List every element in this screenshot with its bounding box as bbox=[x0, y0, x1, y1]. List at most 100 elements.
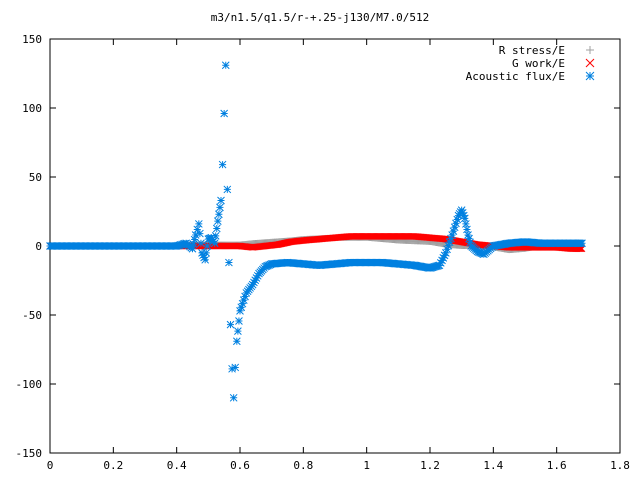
data-point bbox=[190, 235, 199, 244]
data-point bbox=[209, 237, 218, 246]
x-tick-label: 0 bbox=[47, 459, 54, 472]
data-point bbox=[439, 254, 448, 262]
data-point bbox=[231, 363, 240, 372]
data-point bbox=[223, 185, 232, 194]
data-point bbox=[435, 261, 444, 270]
x-tick-label: 1.8 bbox=[610, 459, 630, 472]
x-tick-label: 1.2 bbox=[420, 459, 440, 472]
data-point bbox=[463, 225, 471, 234]
data-point bbox=[441, 249, 450, 257]
data-point bbox=[457, 206, 466, 214]
legend-label: R stress/E bbox=[499, 44, 565, 57]
y-tick-label: -50 bbox=[22, 309, 42, 322]
data-point bbox=[211, 232, 220, 240]
data-point bbox=[234, 327, 242, 335]
y-tick-label: 100 bbox=[22, 102, 42, 115]
data-point bbox=[477, 249, 486, 258]
data-point bbox=[459, 211, 468, 220]
data-point bbox=[196, 229, 204, 238]
legend-marker bbox=[585, 71, 595, 81]
data-point bbox=[236, 307, 244, 315]
data-point bbox=[476, 248, 484, 257]
axes: 0 0.2 0.4 0.6 0.8 1 1.2 1.4 1.6 1.8 -150 -100 -50 0 50… bbox=[16, 33, 630, 472]
data-point bbox=[250, 278, 258, 287]
data-point bbox=[454, 211, 463, 220]
x-tick-label: 0.6 bbox=[230, 459, 250, 472]
data-point bbox=[226, 320, 235, 329]
data-point bbox=[465, 234, 473, 243]
legend-marker bbox=[586, 46, 594, 54]
data-point bbox=[239, 296, 248, 304]
data-point bbox=[450, 223, 459, 232]
data-point bbox=[193, 225, 202, 234]
data-point bbox=[478, 249, 487, 258]
data-point bbox=[248, 280, 257, 289]
data-point bbox=[252, 274, 261, 282]
y-tick-label: -150 bbox=[16, 447, 43, 460]
data-point bbox=[452, 219, 460, 228]
x-tick-label: 1.4 bbox=[483, 459, 503, 472]
data-point bbox=[198, 249, 206, 257]
data-point bbox=[251, 276, 260, 285]
data-point bbox=[188, 244, 197, 253]
legend-label: Acoustic flux/E bbox=[466, 70, 565, 83]
legend-marker bbox=[585, 58, 595, 68]
data-point bbox=[445, 238, 454, 246]
data-point bbox=[216, 203, 224, 212]
data-point bbox=[217, 196, 225, 205]
data-point bbox=[220, 109, 229, 118]
data-point bbox=[238, 299, 247, 308]
data-point bbox=[466, 238, 474, 247]
data-point bbox=[462, 220, 470, 228]
y-tick-label: 0 bbox=[35, 240, 42, 253]
legend-label: G work/E bbox=[512, 57, 565, 70]
data-point bbox=[443, 245, 451, 254]
data-point bbox=[202, 249, 211, 257]
x-tick-label: 0.8 bbox=[293, 459, 313, 472]
data-point bbox=[438, 256, 446, 265]
x-tick-label: 0.4 bbox=[167, 459, 187, 472]
x-tick-label: 0.2 bbox=[103, 459, 123, 472]
data-point bbox=[241, 292, 249, 301]
data-point bbox=[200, 253, 208, 262]
data-point bbox=[213, 217, 222, 226]
data-point bbox=[232, 337, 241, 346]
data-point bbox=[453, 215, 462, 224]
x-tick-label: 1 bbox=[363, 459, 370, 472]
data-point bbox=[458, 209, 467, 217]
data-point bbox=[218, 160, 227, 169]
data-point bbox=[197, 239, 205, 248]
data-point bbox=[261, 262, 270, 271]
data-point bbox=[189, 240, 198, 249]
data-point bbox=[444, 241, 453, 250]
data-point bbox=[237, 303, 246, 312]
series-layer bbox=[46, 61, 586, 402]
data-point bbox=[436, 258, 445, 267]
data-point bbox=[464, 231, 472, 239]
data-point bbox=[215, 210, 223, 219]
data-point bbox=[203, 242, 212, 250]
series-acoustic-flux-e bbox=[46, 61, 586, 402]
data-point bbox=[440, 251, 449, 260]
data-point bbox=[473, 247, 482, 256]
data-point bbox=[448, 231, 457, 239]
data-point bbox=[449, 227, 458, 235]
data-point bbox=[207, 233, 216, 242]
y-tick-label: 150 bbox=[22, 33, 42, 46]
data-point bbox=[229, 393, 238, 402]
data-point bbox=[201, 255, 210, 264]
data-point bbox=[266, 260, 275, 269]
data-point bbox=[199, 251, 207, 260]
data-point bbox=[447, 234, 455, 243]
data-point bbox=[210, 239, 219, 248]
data-point bbox=[225, 258, 233, 267]
data-point bbox=[221, 61, 230, 70]
data-point bbox=[235, 317, 243, 325]
data-point bbox=[474, 248, 483, 256]
data-point bbox=[194, 220, 203, 228]
data-point bbox=[253, 271, 262, 280]
y-tick-label: -100 bbox=[16, 378, 43, 391]
data-point bbox=[265, 261, 273, 269]
